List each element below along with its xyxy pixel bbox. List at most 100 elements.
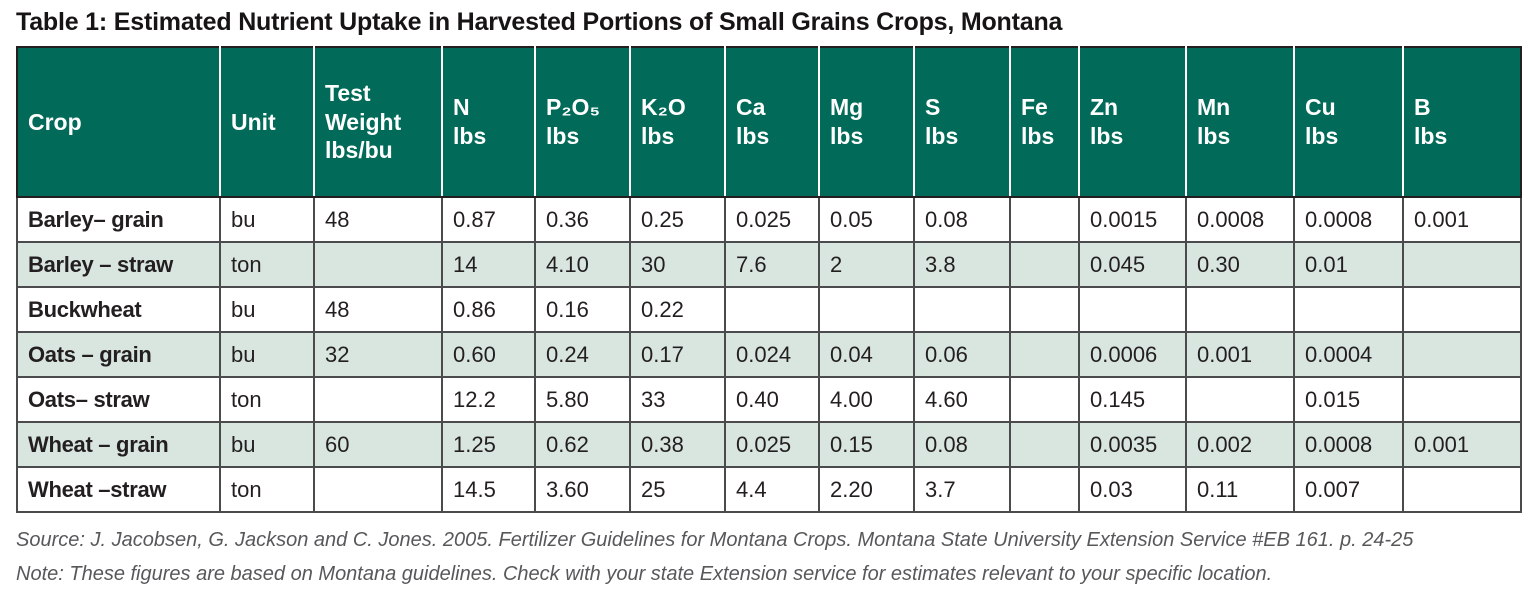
column-header-crop: Crop — [17, 47, 221, 198]
value-cell: 0.024 — [724, 331, 820, 378]
value-cell: 7.6 — [724, 241, 820, 288]
value-cell — [1185, 286, 1295, 333]
header-row: Crop Unit Test Weight lbs/bu N lbs P₂O₅ lbs K… — [17, 47, 1522, 198]
column-header-zn: Zn lbs — [1079, 47, 1187, 198]
value-cell: 0.001 — [1402, 196, 1522, 243]
value-cell — [1293, 286, 1404, 333]
value-cell: 1.25 — [441, 421, 536, 468]
table-row: Wheat –straw ton 14.5 3.60 25 4.4 2.20 3.7 0.03 0… — [16, 466, 1522, 513]
value-cell: 0.05 — [818, 196, 915, 243]
value-cell: 0.0035 — [1078, 421, 1187, 468]
value-cell: 0.025 — [724, 421, 820, 468]
value-cell: ton — [219, 241, 315, 288]
value-cell: 0.60 — [441, 331, 536, 378]
value-cell — [1009, 466, 1080, 513]
value-cell: 3.7 — [913, 466, 1011, 513]
column-header-test-weight: Test Weight lbs/bu — [314, 47, 443, 198]
value-cell: bu — [219, 421, 315, 468]
value-cell — [724, 286, 820, 333]
value-cell: 0.62 — [534, 421, 631, 468]
value-cell: 5.80 — [534, 376, 631, 423]
column-header-mg: Mg lbs — [819, 47, 915, 198]
value-cell: 0.0015 — [1078, 196, 1187, 243]
value-cell — [313, 466, 443, 513]
value-cell: 0.001 — [1402, 421, 1522, 468]
value-cell: 12.2 — [441, 376, 536, 423]
table-title: Table 1: Estimated Nutrient Uptake in Ha… — [16, 8, 1063, 36]
value-cell — [1402, 376, 1522, 423]
crop-name-cell: Buckwheat — [16, 286, 221, 333]
value-cell: 0.001 — [1185, 331, 1295, 378]
value-cell: 48 — [313, 196, 443, 243]
table-row: Barley– grain bu 48 0.87 0.36 0.25 0.025 0.05 0.… — [16, 196, 1522, 243]
value-cell: 0.0008 — [1293, 421, 1404, 468]
value-cell: 0.24 — [534, 331, 631, 378]
value-cell: ton — [219, 466, 315, 513]
value-cell: 3.8 — [913, 241, 1011, 288]
value-cell — [313, 241, 443, 288]
value-cell: 0.045 — [1078, 241, 1187, 288]
column-header-fe: Fe lbs — [1010, 47, 1080, 198]
value-cell: 0.16 — [534, 286, 631, 333]
value-cell — [1402, 331, 1522, 378]
value-cell: 4.10 — [534, 241, 631, 288]
table-header: Crop Unit Test Weight lbs/bu N lbs P₂O₅ lbs K… — [17, 47, 1522, 198]
value-cell — [1009, 376, 1080, 423]
value-cell — [1009, 286, 1080, 333]
value-cell: 14.5 — [441, 466, 536, 513]
value-cell: 33 — [629, 376, 726, 423]
value-cell: 0.007 — [1293, 466, 1404, 513]
column-header-s: S lbs — [914, 47, 1011, 198]
crop-name-cell: Oats – grain — [16, 331, 221, 378]
crop-name-cell: Barley – straw — [16, 241, 221, 288]
value-cell: 0.08 — [913, 196, 1011, 243]
value-cell — [1078, 286, 1187, 333]
value-cell — [1402, 466, 1522, 513]
value-cell — [1402, 286, 1522, 333]
value-cell — [1009, 196, 1080, 243]
value-cell: 0.38 — [629, 421, 726, 468]
value-cell: 2.20 — [818, 466, 915, 513]
column-header-mn: Mn lbs — [1186, 47, 1295, 198]
value-cell: 0.015 — [1293, 376, 1404, 423]
value-cell: 4.00 — [818, 376, 915, 423]
value-cell: 0.03 — [1078, 466, 1187, 513]
value-cell: ton — [219, 376, 315, 423]
source-citation: Source: J. Jacobsen, G. Jackson and C. J… — [16, 529, 1414, 551]
value-cell — [1009, 331, 1080, 378]
column-header-cu: Cu lbs — [1294, 47, 1404, 198]
value-cell: 25 — [629, 466, 726, 513]
table-row: Barley – straw ton 14 4.10 30 7.6 2 3.8 0.045 0.3… — [16, 241, 1522, 288]
value-cell: bu — [219, 286, 315, 333]
crop-name-cell: Wheat –straw — [16, 466, 221, 513]
value-cell: 0.145 — [1078, 376, 1187, 423]
value-cell: 0.87 — [441, 196, 536, 243]
value-cell: 32 — [313, 331, 443, 378]
value-cell: 0.11 — [1185, 466, 1295, 513]
column-header-p2o5: P₂O₅ lbs — [535, 47, 631, 198]
table-row: Buckwheat bu 48 0.86 0.16 0.22 — [16, 286, 1522, 333]
column-header-ca: Ca lbs — [725, 47, 820, 198]
column-header-k2o: K₂O lbs — [630, 47, 726, 198]
nutrient-uptake-table: Crop Unit Test Weight lbs/bu N lbs P₂O₅ lbs K… — [16, 46, 1522, 513]
column-header-n: N lbs — [442, 47, 536, 198]
value-cell: 0.25 — [629, 196, 726, 243]
value-cell — [1402, 241, 1522, 288]
value-cell — [1185, 376, 1295, 423]
value-cell — [1009, 421, 1080, 468]
value-cell: 0.025 — [724, 196, 820, 243]
value-cell: 0.06 — [913, 331, 1011, 378]
value-cell: bu — [219, 196, 315, 243]
value-cell: 2 — [818, 241, 915, 288]
table-body: Barley– grain bu 48 0.87 0.36 0.25 0.025 0.05 0.… — [16, 196, 1522, 513]
value-cell: 0.22 — [629, 286, 726, 333]
value-cell — [913, 286, 1011, 333]
value-cell: 0.0008 — [1185, 196, 1295, 243]
guidelines-note: Note: These figures are based on Montana… — [16, 563, 1273, 585]
value-cell: bu — [219, 331, 315, 378]
value-cell: 0.17 — [629, 331, 726, 378]
value-cell: 0.01 — [1293, 241, 1404, 288]
crop-name-cell: Barley– grain — [16, 196, 221, 243]
value-cell — [818, 286, 915, 333]
